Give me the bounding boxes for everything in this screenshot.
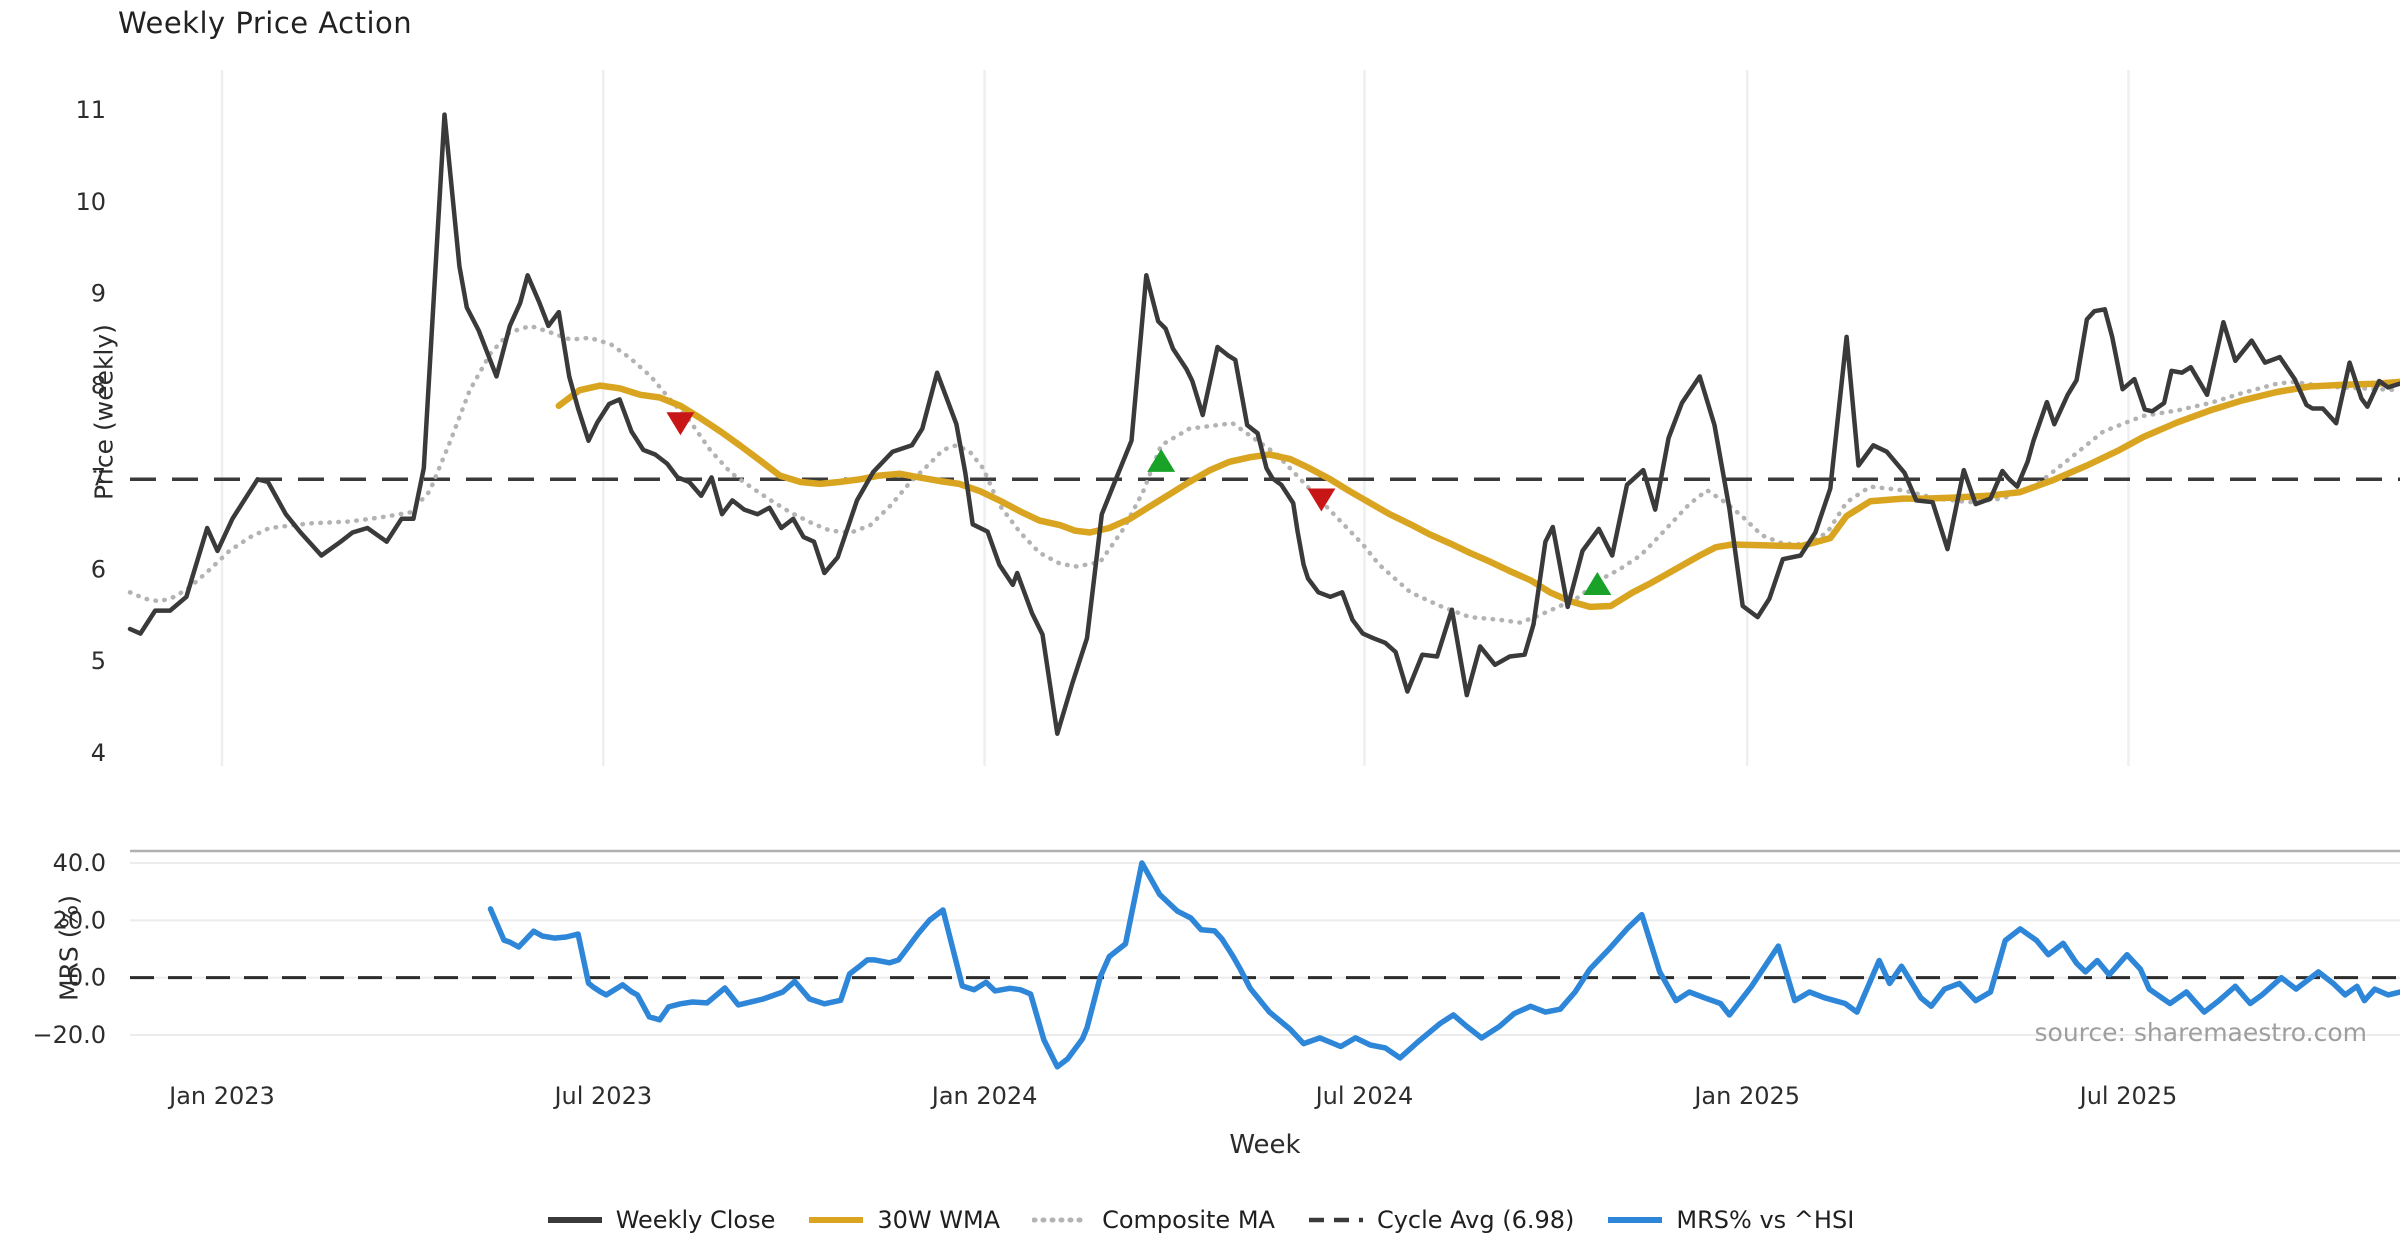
series-30w-wma <box>555 378 2400 611</box>
xtick-label: Jul 2025 <box>2078 1082 2178 1110</box>
series-composite-ma <box>127 323 2400 625</box>
price-ytick-label: 4 <box>91 739 106 767</box>
page-title: Weekly Price Action <box>118 6 413 40</box>
legend-item-label: Composite MA <box>1102 1206 1275 1234</box>
legend-item-label: MRS% vs ^HSI <box>1676 1206 1855 1234</box>
legend-line-swatch <box>1308 1217 1363 1223</box>
chart-legend: Weekly Close 30W WMA Composite MA Cycle Avg… <box>0 1206 2400 1234</box>
signal-marker-buy <box>1147 448 1176 472</box>
xtick-label: Jan 2023 <box>167 1082 275 1110</box>
price-ytick-label: 6 <box>91 555 106 583</box>
price-ytick-label: 10 <box>75 188 106 216</box>
signal-marker-sell <box>666 412 695 436</box>
series-weekly-close <box>127 112 2400 736</box>
legend-item: Weekly Close <box>546 1206 776 1234</box>
legend-item-label: Weekly Close <box>615 1206 776 1234</box>
price-ytick-label: 9 <box>91 280 106 308</box>
legend-item: Composite MA <box>1032 1206 1275 1234</box>
mrs-ytick-label: 0.0 <box>68 964 106 992</box>
x-axis-label: Week <box>1229 1130 1301 1160</box>
signal-marker-buy <box>1583 571 1612 595</box>
price-ytick-label: 11 <box>75 96 106 124</box>
source-attribution: source: sharemaestro.com <box>2034 1018 2368 1047</box>
series-mrs <box>487 860 2400 1070</box>
legend-line-swatch <box>809 1217 864 1223</box>
signal-marker-sell <box>1307 488 1336 512</box>
xtick-label: Jul 2024 <box>1314 1082 1414 1110</box>
price-ytick-label: 7 <box>91 463 106 491</box>
mrs-axis-label: MRS (%) <box>54 894 84 1002</box>
mrs-ytick-label: −20.0 <box>32 1021 106 1049</box>
legend-item: MRS% vs ^HSI <box>1606 1206 1854 1234</box>
price-axis-label: Price (weekly) <box>89 324 119 500</box>
mrs-ytick-label: 40.0 <box>53 849 106 877</box>
legend-item: Cycle Avg (6.98) <box>1307 1206 1574 1234</box>
legend-item-label: Cycle Avg (6.98) <box>1376 1206 1575 1234</box>
xtick-label: Jul 2023 <box>552 1082 652 1110</box>
legend-line-swatch <box>1608 1217 1663 1223</box>
legend-line-swatch <box>547 1217 602 1223</box>
price-ytick-label: 8 <box>91 372 106 400</box>
legend-line-swatch <box>1032 1217 1091 1223</box>
legend-item: 30W WMA <box>807 1206 1000 1234</box>
xtick-label: Jan 2025 <box>1692 1082 1800 1110</box>
xtick-label: Jan 2024 <box>930 1082 1038 1110</box>
price-ytick-label: 5 <box>91 647 106 675</box>
mrs-ytick-label: 20.0 <box>53 906 106 934</box>
legend-item-label: 30W WMA <box>877 1206 1001 1234</box>
